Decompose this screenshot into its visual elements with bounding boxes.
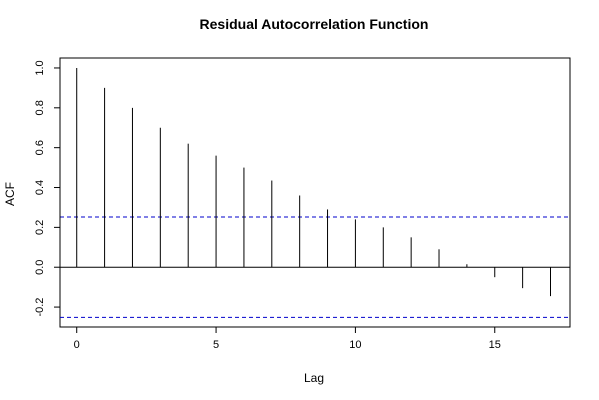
chart-title: Residual Autocorrelation Function [200,16,429,32]
y-axis-label: ACF [3,182,17,206]
y-tick-label: 0.2 [34,220,46,235]
acf-bars-layer [76,67,551,297]
y-tick-label: 1.0 [34,60,46,75]
x-tick-label: 10 [349,339,361,351]
x-tick-label: 0 [74,339,80,351]
plot-frame [59,57,571,328]
y-tick-label: 0.6 [34,140,46,155]
y-tick-label: 0.8 [34,100,46,115]
x-axis: 0 5 10 15 [74,326,501,351]
confidence-bounds-layer [60,216,570,318]
y-tick-label: 0.0 [34,260,46,275]
x-axis-label: Lag [304,371,324,385]
x-tick-label: 5 [213,339,219,351]
y-tick-label: -0.2 [34,298,46,317]
y-tick-label: 0.4 [34,180,46,195]
x-tick-label: 15 [489,339,501,351]
y-axis: -0.2 0.0 0.2 0.4 0.6 0.8 1.0 [34,60,61,317]
